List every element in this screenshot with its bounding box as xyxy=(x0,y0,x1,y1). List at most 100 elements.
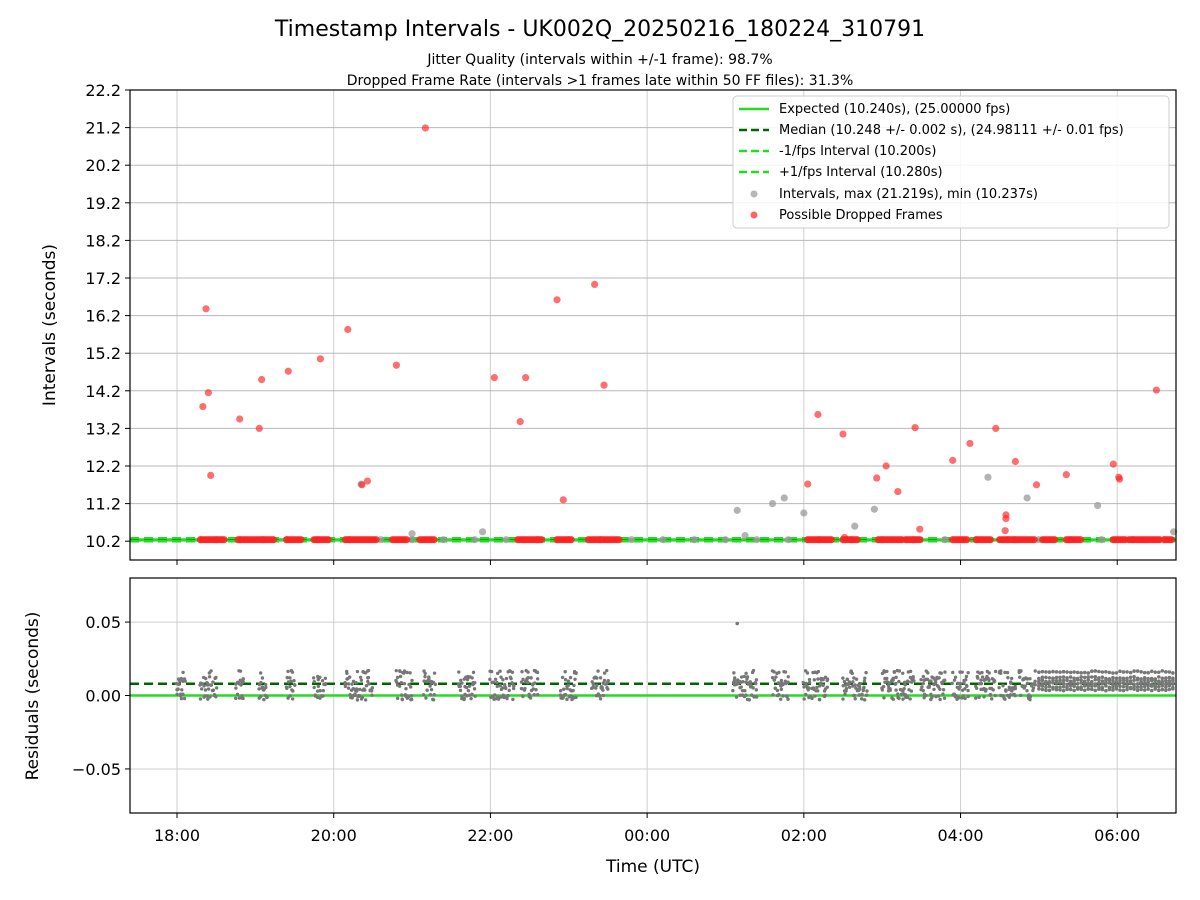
residual-point xyxy=(987,671,991,675)
residual-point xyxy=(257,687,261,691)
intervals-y-tick-label: 10.2 xyxy=(85,532,121,551)
residual-point xyxy=(1100,681,1105,686)
residual-point xyxy=(1164,685,1168,689)
residual-point xyxy=(560,675,565,680)
residual-point xyxy=(862,679,867,683)
residual-point xyxy=(815,689,820,693)
residual-point xyxy=(783,670,788,674)
interval-point xyxy=(984,473,992,481)
residual-point xyxy=(739,685,743,689)
legend-swatch-intervals xyxy=(750,190,758,198)
residual-point xyxy=(346,686,351,690)
residual-point xyxy=(200,682,204,686)
residual-point xyxy=(816,669,821,674)
residual-point xyxy=(1097,669,1101,674)
residual-point xyxy=(850,671,854,676)
residual-point xyxy=(742,674,747,679)
residual-point xyxy=(407,682,411,687)
dropped-frame-point xyxy=(814,410,822,419)
residual-point xyxy=(312,679,316,684)
residual-point xyxy=(1135,682,1140,686)
residual-point xyxy=(535,677,540,681)
residual-point xyxy=(565,686,569,691)
residual-point xyxy=(817,698,822,702)
residual-point xyxy=(1037,676,1041,681)
residual-point xyxy=(779,678,784,683)
residual-point xyxy=(1044,675,1048,680)
residual-point xyxy=(290,670,295,674)
residual-point xyxy=(457,670,461,674)
residual-point xyxy=(1125,670,1129,674)
residual-point xyxy=(511,683,516,687)
dropped-frame-point xyxy=(199,402,207,411)
residual-point xyxy=(574,695,578,700)
residual-point xyxy=(865,689,869,693)
residual-point xyxy=(260,676,265,680)
residual-point xyxy=(1097,684,1101,689)
residual-point xyxy=(428,684,432,688)
residual-point xyxy=(754,681,758,686)
residual-point xyxy=(505,696,509,701)
residual-point xyxy=(316,684,321,689)
residual-point xyxy=(501,677,505,682)
x-axis-label: Time (UTC) xyxy=(605,857,700,877)
dropped-frame-point xyxy=(255,424,263,432)
residual-point xyxy=(1040,675,1045,680)
residual-point xyxy=(1086,681,1091,686)
dropped-frame-point xyxy=(882,462,890,470)
residual-point xyxy=(912,679,916,683)
residual-point xyxy=(1028,677,1032,681)
dropped-frame-point xyxy=(372,536,380,544)
interval-point xyxy=(721,536,730,544)
residual-point xyxy=(1097,677,1101,682)
residual-point xyxy=(802,685,806,689)
residual-point xyxy=(902,680,907,685)
residual-point xyxy=(208,695,212,699)
x-tick-label: 20:00 xyxy=(311,826,357,845)
dropped-frame-point xyxy=(1030,536,1038,544)
residual-point xyxy=(528,696,533,700)
residual-point xyxy=(263,682,268,687)
residual-point xyxy=(942,696,947,700)
residual-point xyxy=(990,697,994,701)
residual-point xyxy=(747,698,752,702)
residual-point xyxy=(888,688,892,692)
residual-point xyxy=(1104,670,1108,674)
interval-point xyxy=(941,536,949,544)
residual-point xyxy=(966,670,970,675)
residual-point xyxy=(1079,675,1083,679)
dropped-frame-point xyxy=(490,374,498,382)
residual-point xyxy=(1013,693,1017,698)
residual-point xyxy=(1114,671,1119,675)
residual-point xyxy=(1125,678,1129,683)
residual-point xyxy=(1128,679,1133,683)
residual-point xyxy=(1111,688,1115,692)
residual-point xyxy=(470,692,474,696)
residual-point xyxy=(1037,684,1041,688)
residual-point xyxy=(1047,670,1052,674)
residual-point xyxy=(1086,671,1091,675)
residual-point xyxy=(984,687,988,692)
residual-point xyxy=(991,688,995,692)
residual-point xyxy=(754,678,759,682)
residual-point xyxy=(211,680,215,684)
residual-point xyxy=(409,694,414,698)
dropped-frame-point xyxy=(1032,481,1041,489)
residual-point xyxy=(206,687,211,691)
residual-point xyxy=(1086,684,1091,688)
residual-point xyxy=(1156,688,1161,693)
residual-point xyxy=(429,687,434,692)
residual-point xyxy=(885,669,889,674)
interval-point xyxy=(1094,501,1102,510)
residual-point xyxy=(467,684,472,688)
residual-point xyxy=(921,681,925,686)
residual-point xyxy=(1164,679,1168,683)
residual-point xyxy=(235,692,240,697)
residuals-y-tick-label: 0.05 xyxy=(85,613,121,632)
residual-point xyxy=(210,688,215,693)
residual-point xyxy=(1093,669,1098,673)
residual-point xyxy=(927,685,931,689)
dropped-frame-point xyxy=(916,525,924,533)
residual-point xyxy=(519,686,524,691)
residual-point xyxy=(1167,670,1172,674)
